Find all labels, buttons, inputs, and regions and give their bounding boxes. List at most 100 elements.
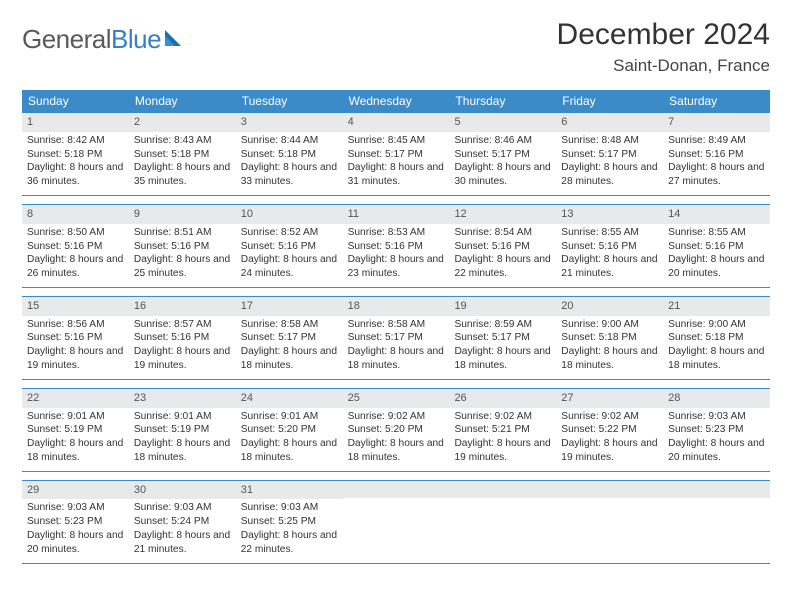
- day-text: Daylight: 8 hours and 19 minutes.: [27, 345, 124, 373]
- weeks-container: 1Sunrise: 8:42 AMSunset: 5:18 PMDaylight…: [22, 112, 770, 564]
- sunset-text: Sunset: 5:16 PM: [561, 240, 658, 254]
- day-cell: [663, 481, 770, 563]
- day-cell: 15Sunrise: 8:56 AMSunset: 5:16 PMDayligh…: [22, 297, 129, 379]
- day-number: 31: [236, 481, 343, 500]
- day-text: Daylight: 8 hours and 36 minutes.: [27, 161, 124, 189]
- day-number: 14: [663, 205, 770, 224]
- day-text: Daylight: 8 hours and 18 minutes.: [668, 345, 765, 373]
- sunset-text: Sunset: 5:16 PM: [27, 240, 124, 254]
- day-text: Daylight: 8 hours and 21 minutes.: [561, 253, 658, 281]
- day-number: 12: [449, 205, 556, 224]
- day-text: Daylight: 8 hours and 28 minutes.: [561, 161, 658, 189]
- sunset-text: Sunset: 5:17 PM: [241, 331, 338, 345]
- sunset-text: Sunset: 5:16 PM: [241, 240, 338, 254]
- sunset-text: Sunset: 5:16 PM: [27, 331, 124, 345]
- day-text: Daylight: 8 hours and 35 minutes.: [134, 161, 231, 189]
- day-cell: 17Sunrise: 8:58 AMSunset: 5:17 PMDayligh…: [236, 297, 343, 379]
- weekday-header: Wednesday: [343, 90, 450, 112]
- sunset-text: Sunset: 5:18 PM: [27, 148, 124, 162]
- sunrise-text: Sunrise: 8:53 AM: [348, 226, 445, 240]
- sunrise-text: Sunrise: 8:42 AM: [27, 134, 124, 148]
- logo-word2: Blue: [111, 24, 161, 54]
- sunset-text: Sunset: 5:16 PM: [454, 240, 551, 254]
- day-cell: 10Sunrise: 8:52 AMSunset: 5:16 PMDayligh…: [236, 205, 343, 287]
- day-number: [556, 481, 663, 498]
- day-text: Daylight: 8 hours and 26 minutes.: [27, 253, 124, 281]
- day-number: 11: [343, 205, 450, 224]
- day-number: 21: [663, 297, 770, 316]
- day-cell: 8Sunrise: 8:50 AMSunset: 5:16 PMDaylight…: [22, 205, 129, 287]
- day-text: Daylight: 8 hours and 18 minutes.: [348, 345, 445, 373]
- day-cell: 9Sunrise: 8:51 AMSunset: 5:16 PMDaylight…: [129, 205, 236, 287]
- header: GeneralBlue December 2024 Saint-Donan, F…: [22, 18, 770, 76]
- day-cell: [449, 481, 556, 563]
- sunset-text: Sunset: 5:16 PM: [134, 240, 231, 254]
- sunset-text: Sunset: 5:23 PM: [668, 423, 765, 437]
- day-number: 24: [236, 389, 343, 408]
- sunset-text: Sunset: 5:16 PM: [668, 148, 765, 162]
- sunrise-text: Sunrise: 8:52 AM: [241, 226, 338, 240]
- sunrise-text: Sunrise: 8:43 AM: [134, 134, 231, 148]
- day-text: Daylight: 8 hours and 20 minutes.: [668, 437, 765, 465]
- week-row: 15Sunrise: 8:56 AMSunset: 5:16 PMDayligh…: [22, 296, 770, 380]
- day-text: Daylight: 8 hours and 19 minutes.: [134, 345, 231, 373]
- sunset-text: Sunset: 5:17 PM: [348, 148, 445, 162]
- day-text: Daylight: 8 hours and 23 minutes.: [348, 253, 445, 281]
- day-text: Daylight: 8 hours and 22 minutes.: [454, 253, 551, 281]
- day-number: 5: [449, 113, 556, 132]
- week-row: 8Sunrise: 8:50 AMSunset: 5:16 PMDaylight…: [22, 204, 770, 288]
- weekday-header: Tuesday: [236, 90, 343, 112]
- day-text: Daylight: 8 hours and 18 minutes.: [454, 345, 551, 373]
- location: Saint-Donan, France: [557, 56, 770, 76]
- day-number: [449, 481, 556, 498]
- day-cell: 27Sunrise: 9:02 AMSunset: 5:22 PMDayligh…: [556, 389, 663, 471]
- logo-text: GeneralBlue: [22, 24, 161, 55]
- week-row: 1Sunrise: 8:42 AMSunset: 5:18 PMDaylight…: [22, 112, 770, 196]
- sunset-text: Sunset: 5:16 PM: [134, 331, 231, 345]
- weekday-header: Sunday: [22, 90, 129, 112]
- sunrise-text: Sunrise: 8:45 AM: [348, 134, 445, 148]
- sunrise-text: Sunrise: 8:48 AM: [561, 134, 658, 148]
- week-row: 29Sunrise: 9:03 AMSunset: 5:23 PMDayligh…: [22, 480, 770, 564]
- day-number: [663, 481, 770, 498]
- sunrise-text: Sunrise: 9:02 AM: [454, 410, 551, 424]
- sunrise-text: Sunrise: 8:58 AM: [241, 318, 338, 332]
- day-number: 29: [22, 481, 129, 500]
- day-number: [343, 481, 450, 498]
- sunset-text: Sunset: 5:18 PM: [561, 331, 658, 345]
- sunrise-text: Sunrise: 9:00 AM: [561, 318, 658, 332]
- sunset-text: Sunset: 5:18 PM: [668, 331, 765, 345]
- day-cell: [556, 481, 663, 563]
- day-number: 25: [343, 389, 450, 408]
- day-cell: [343, 481, 450, 563]
- sunrise-text: Sunrise: 8:55 AM: [561, 226, 658, 240]
- sunrise-text: Sunrise: 8:57 AM: [134, 318, 231, 332]
- day-cell: 21Sunrise: 9:00 AMSunset: 5:18 PMDayligh…: [663, 297, 770, 379]
- sunset-text: Sunset: 5:20 PM: [241, 423, 338, 437]
- sunset-text: Sunset: 5:18 PM: [134, 148, 231, 162]
- sunrise-text: Sunrise: 8:49 AM: [668, 134, 765, 148]
- day-number: 9: [129, 205, 236, 224]
- day-number: 27: [556, 389, 663, 408]
- day-cell: 6Sunrise: 8:48 AMSunset: 5:17 PMDaylight…: [556, 113, 663, 195]
- weekday-header: Saturday: [663, 90, 770, 112]
- day-number: 10: [236, 205, 343, 224]
- day-number: 18: [343, 297, 450, 316]
- sunrise-text: Sunrise: 9:03 AM: [27, 501, 124, 515]
- day-cell: 30Sunrise: 9:03 AMSunset: 5:24 PMDayligh…: [129, 481, 236, 563]
- day-number: 15: [22, 297, 129, 316]
- weekday-header: Thursday: [449, 90, 556, 112]
- sunrise-text: Sunrise: 9:01 AM: [27, 410, 124, 424]
- sunset-text: Sunset: 5:18 PM: [241, 148, 338, 162]
- sunrise-text: Sunrise: 9:02 AM: [348, 410, 445, 424]
- day-cell: 23Sunrise: 9:01 AMSunset: 5:19 PMDayligh…: [129, 389, 236, 471]
- day-text: Daylight: 8 hours and 27 minutes.: [668, 161, 765, 189]
- sunrise-text: Sunrise: 8:51 AM: [134, 226, 231, 240]
- day-cell: 12Sunrise: 8:54 AMSunset: 5:16 PMDayligh…: [449, 205, 556, 287]
- day-cell: 3Sunrise: 8:44 AMSunset: 5:18 PMDaylight…: [236, 113, 343, 195]
- day-number: 19: [449, 297, 556, 316]
- sunrise-text: Sunrise: 8:46 AM: [454, 134, 551, 148]
- day-cell: 29Sunrise: 9:03 AMSunset: 5:23 PMDayligh…: [22, 481, 129, 563]
- day-number: 4: [343, 113, 450, 132]
- day-text: Daylight: 8 hours and 31 minutes.: [348, 161, 445, 189]
